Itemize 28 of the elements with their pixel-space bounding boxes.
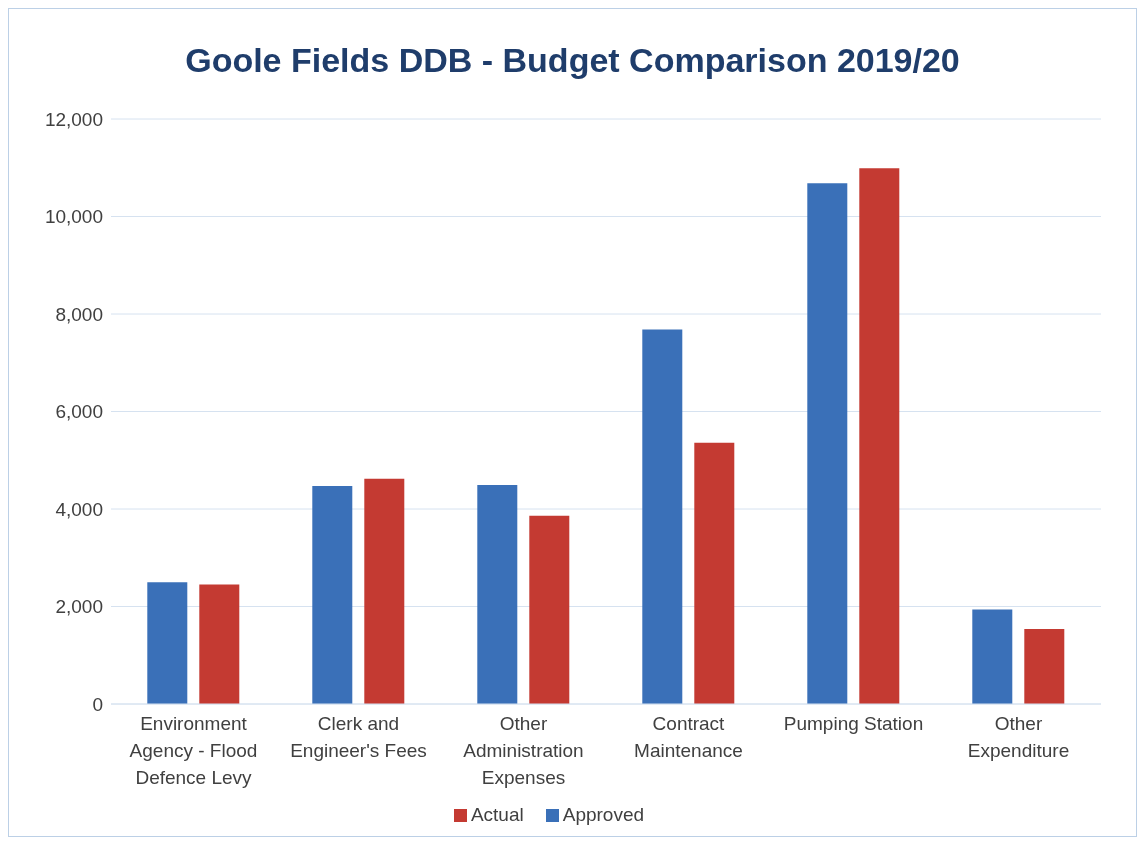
x-tick-label: Environment Agency - Flood Defence Levy xyxy=(129,713,258,788)
legend-label: Actual xyxy=(470,804,524,825)
bar xyxy=(807,183,848,704)
bar xyxy=(694,442,735,704)
x-tick-label: Contract Maintenance xyxy=(634,713,743,761)
bar xyxy=(147,582,188,704)
bar xyxy=(312,486,353,704)
y-tick-label: 0 xyxy=(92,693,103,715)
bar xyxy=(199,584,240,704)
y-tick-label: 2,000 xyxy=(55,596,103,618)
x-tick-label: Other Expenditure xyxy=(967,713,1070,761)
y-tick-label: 6,000 xyxy=(55,401,103,423)
y-tick-label: 4,000 xyxy=(55,498,103,520)
x-tick-label: Clerk and Engineer's Fees xyxy=(290,713,427,761)
bar xyxy=(1024,628,1065,704)
bar xyxy=(642,329,683,704)
y-tick-label: 12,000 xyxy=(44,108,103,130)
y-tick-label: 10,000 xyxy=(44,206,103,228)
x-tick-label: Other Administration Expenses xyxy=(463,713,584,788)
legend-label: Approved xyxy=(562,804,645,825)
chart-title: Goole Fields DDB - Budget Comparison 2019/20 xyxy=(184,40,961,81)
y-tick-label: 8,000 xyxy=(55,303,103,325)
bar xyxy=(859,168,900,704)
bar xyxy=(477,485,518,704)
bar xyxy=(529,515,570,704)
bar xyxy=(972,609,1013,704)
bar xyxy=(364,478,405,704)
x-tick-label: Pumping Station xyxy=(783,713,924,734)
